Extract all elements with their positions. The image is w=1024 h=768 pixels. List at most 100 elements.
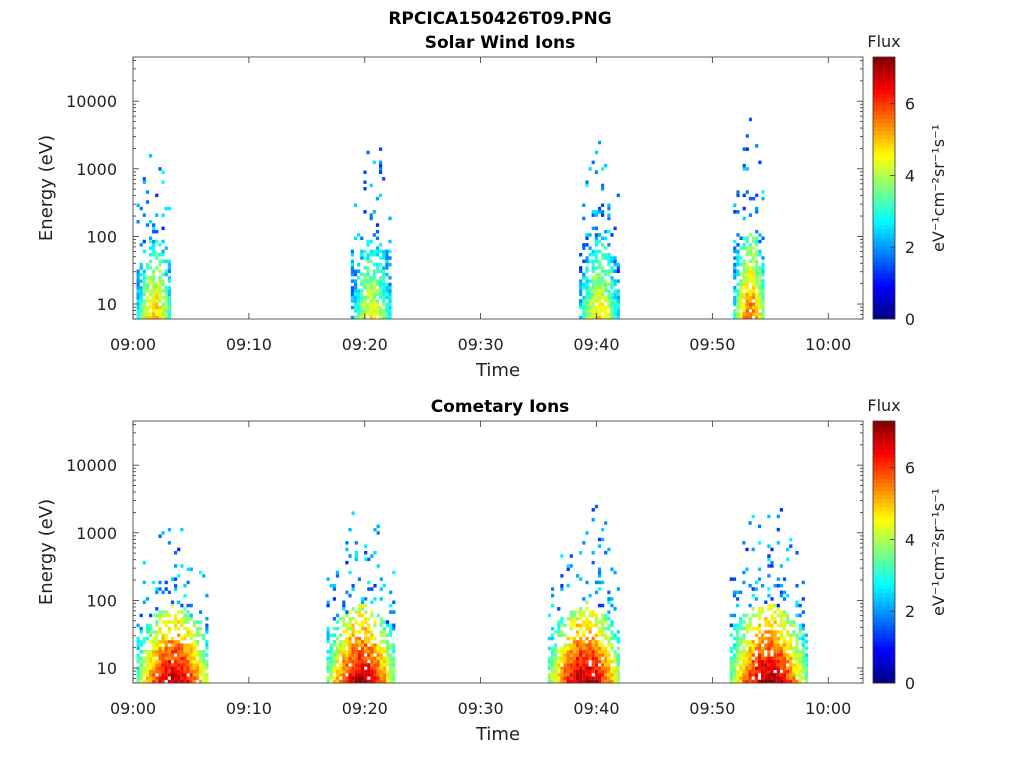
heatmap-cell	[613, 309, 617, 313]
heatmap-cell	[579, 266, 583, 270]
heatmap-cell	[354, 676, 358, 680]
heatmap-cell	[161, 666, 165, 670]
heatmap-cell	[161, 673, 165, 677]
heatmap-cell	[382, 279, 386, 283]
heatmap-cell	[736, 190, 740, 194]
heatmap-cell	[170, 646, 175, 651]
heatmap-cell	[761, 299, 765, 303]
heatmap-cell	[186, 567, 190, 571]
heatmap-cell	[754, 673, 758, 677]
heatmap-cell	[597, 643, 602, 647]
heatmap-cell	[745, 630, 749, 634]
heatmap-cell	[386, 669, 390, 674]
heatmap-cell	[202, 679, 206, 684]
heatmap-cell	[767, 620, 771, 624]
heatmap-cell	[376, 646, 380, 651]
heatmap-cell	[342, 663, 346, 667]
heatmap-cell	[345, 636, 349, 641]
heatmap-cell	[155, 292, 159, 297]
heatmap-cell	[177, 666, 181, 670]
heatmap-cell	[547, 659, 551, 664]
heatmap-cell	[551, 646, 555, 651]
heatmap-cell	[363, 305, 367, 310]
heatmap-cell	[739, 590, 743, 595]
heatmap-cell	[332, 669, 336, 674]
heatmap-cell	[742, 663, 746, 667]
heatmap-cell	[386, 676, 390, 680]
heatmap-cell	[739, 623, 743, 628]
heatmap-cell	[373, 673, 377, 677]
heatmap-cell	[739, 286, 743, 290]
heatmap-cell	[149, 676, 153, 680]
heatmap-cell	[199, 570, 203, 575]
heatmap-cell	[748, 276, 753, 280]
heatmap-cell	[752, 302, 756, 306]
heatmap-cell	[189, 643, 193, 647]
heatmap-cell	[375, 223, 380, 227]
heatmap-cell	[350, 286, 354, 290]
heatmap-cell	[351, 669, 355, 674]
heatmap-cell	[189, 669, 193, 674]
heatmap-cell	[351, 617, 355, 621]
heatmap-cell	[597, 679, 602, 684]
heatmap-cell	[375, 279, 380, 283]
heatmap-cell	[392, 676, 396, 680]
x-tick-label: 09:40	[573, 335, 619, 354]
heatmap-cell	[789, 640, 793, 644]
heatmap-cell	[373, 620, 377, 624]
heatmap-cell	[752, 312, 756, 316]
colorbar-segment	[873, 298, 895, 304]
heatmap-cell	[585, 669, 589, 674]
colorbar-segment	[873, 539, 895, 545]
heatmap-cell	[569, 636, 573, 641]
heatmap-cell	[594, 669, 598, 674]
heatmap-cell	[354, 653, 358, 657]
heatmap-cell	[732, 613, 737, 618]
heatmap-cell	[736, 640, 740, 644]
heatmap-cell	[149, 253, 153, 257]
heatmap-cell	[388, 302, 392, 306]
heatmap-cell	[732, 623, 737, 628]
heatmap-cell	[601, 676, 605, 680]
heatmap-cell	[576, 673, 580, 677]
heatmap-cell	[183, 646, 187, 651]
heatmap-cell	[195, 673, 200, 677]
heatmap-cell	[779, 666, 783, 670]
heatmap-cell	[761, 282, 765, 287]
heatmap-cell	[332, 587, 336, 591]
heatmap-cell	[607, 650, 611, 654]
heatmap-cell	[202, 663, 206, 667]
heatmap-cell	[613, 289, 617, 293]
heatmap-cell	[798, 656, 802, 661]
heatmap-cell	[610, 603, 614, 608]
heatmap-cell	[350, 272, 354, 277]
heatmap-cell	[136, 315, 140, 320]
heatmap-cell	[732, 656, 737, 661]
heatmap-cell	[779, 659, 783, 664]
heatmap-cell	[145, 666, 150, 670]
heatmap-cell	[551, 659, 555, 664]
heatmap-cell	[369, 239, 373, 244]
heatmap-cell	[604, 236, 608, 240]
heatmap-cell	[764, 656, 768, 661]
heatmap-cell	[789, 623, 793, 628]
colorbar-segment	[873, 441, 895, 446]
heatmap-cell	[372, 286, 376, 290]
heatmap-cell	[748, 272, 753, 277]
heatmap-cell	[742, 679, 746, 684]
heatmap-cell	[385, 266, 389, 270]
heatmap-cell	[591, 613, 595, 618]
heatmap-cell	[594, 272, 598, 277]
heatmap-cell	[748, 521, 752, 525]
heatmap-cell	[345, 643, 349, 647]
heatmap-cell	[161, 170, 165, 174]
heatmap-cell	[782, 640, 787, 644]
heatmap-cell	[389, 673, 393, 677]
heatmap-cell	[786, 557, 790, 562]
heatmap-cell	[786, 679, 790, 684]
heatmap-cell	[748, 679, 752, 684]
heatmap-cell	[332, 663, 336, 667]
heatmap-cell	[369, 216, 373, 221]
heatmap-cell	[729, 623, 733, 628]
heatmap-cell	[729, 669, 733, 674]
